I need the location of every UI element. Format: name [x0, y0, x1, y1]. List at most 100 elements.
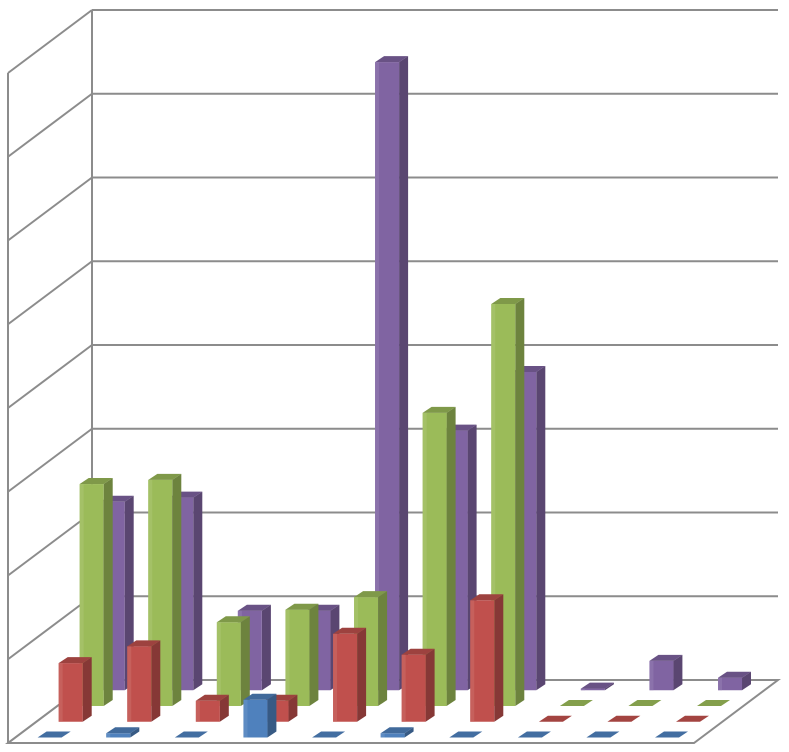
- bar-flat: [586, 731, 620, 738]
- bar-highlight: [380, 733, 385, 738]
- bar-side: [288, 694, 298, 722]
- bar-side: [399, 56, 409, 691]
- bar-highlight: [401, 654, 406, 722]
- bar: [312, 731, 346, 738]
- bar-top: [237, 604, 271, 611]
- bar-flat: [655, 731, 688, 738]
- bar: [333, 627, 367, 722]
- bar-highlight: [195, 700, 200, 722]
- bar-side: [240, 616, 250, 706]
- bar-flat: [312, 731, 346, 738]
- bar-top: [148, 473, 182, 480]
- bar-highlight: [127, 646, 132, 722]
- bar-flat: [517, 731, 551, 738]
- bar-highlight: [333, 633, 338, 722]
- bar: [37, 731, 71, 738]
- bar-top: [375, 56, 409, 63]
- bar-flat: [538, 715, 572, 722]
- bar: [580, 682, 614, 691]
- bar-side: [103, 478, 113, 706]
- bar-side: [378, 591, 388, 706]
- bar-flat: [607, 715, 641, 722]
- bar: [401, 648, 435, 722]
- bar-side: [267, 693, 277, 738]
- bar: [58, 657, 92, 722]
- bar-side: [404, 727, 414, 738]
- bar-top: [354, 591, 388, 598]
- bar-side: [604, 682, 614, 691]
- bar: [559, 700, 593, 706]
- bar-highlight: [422, 412, 427, 706]
- bar-side: [742, 671, 751, 691]
- gridline-side: [7, 344, 93, 409]
- bar-front: [106, 733, 131, 738]
- bar: [538, 715, 572, 722]
- bar: [449, 731, 483, 738]
- bar-front: [580, 688, 605, 691]
- bar: [607, 715, 641, 722]
- bar: [174, 731, 208, 738]
- bar-highlight: [148, 479, 153, 706]
- bar: [655, 731, 688, 738]
- bar-side: [494, 594, 504, 722]
- bar: [195, 694, 229, 722]
- bar: [676, 715, 709, 722]
- bar-top: [127, 640, 161, 647]
- bar: [470, 594, 504, 722]
- bar-highlight: [285, 609, 290, 706]
- bar-highlight: [106, 733, 111, 738]
- bar-top: [243, 693, 277, 700]
- bar-highlight: [491, 303, 496, 706]
- bar-top: [333, 627, 367, 634]
- bar-highlight: [375, 62, 380, 691]
- bar: [586, 731, 620, 738]
- bar: [697, 700, 730, 706]
- bar-side: [309, 603, 319, 706]
- bar-side: [515, 298, 525, 706]
- gridline-side: [7, 176, 93, 242]
- bar-top: [380, 727, 414, 734]
- bar: [216, 616, 250, 706]
- bar-front: [380, 733, 405, 738]
- bar-flat: [37, 731, 71, 738]
- bar: [127, 640, 161, 722]
- bar-side: [219, 694, 229, 722]
- bar-top: [285, 603, 319, 610]
- bar-highlight: [580, 688, 585, 691]
- bar-side: [261, 604, 271, 691]
- bar-highlight: [58, 663, 63, 722]
- bar: [517, 731, 551, 738]
- bar: [243, 693, 277, 738]
- bar-side: [536, 366, 546, 691]
- gridline-side: [7, 9, 93, 74]
- gridline-side: [7, 92, 93, 158]
- bar: [375, 56, 409, 691]
- bar-top: [216, 616, 250, 623]
- gridline-side: [7, 427, 93, 493]
- bar-flat: [676, 715, 709, 722]
- bar-side: [151, 640, 161, 722]
- bar-side: [82, 657, 92, 722]
- bar-top: [79, 478, 113, 484]
- bar-side: [446, 406, 456, 706]
- gridline-side: [7, 595, 93, 661]
- bar-flat: [697, 700, 730, 706]
- bar-flat: [559, 700, 593, 706]
- bar-highlight: [718, 677, 723, 691]
- bar-top: [649, 654, 683, 661]
- bar-top: [491, 298, 525, 304]
- bar-flat: [449, 731, 483, 738]
- bar-flat: [174, 731, 208, 738]
- bar: [718, 671, 751, 691]
- bar-side: [357, 627, 367, 722]
- bar: [649, 654, 683, 691]
- bar: [380, 727, 414, 738]
- bar-side: [425, 648, 435, 722]
- gridline-side: [7, 260, 93, 326]
- bar-top: [195, 694, 229, 701]
- bar-front: [718, 677, 743, 691]
- bar-flat: [628, 700, 662, 706]
- bar-top: [58, 657, 92, 664]
- bar-highlight: [79, 484, 84, 706]
